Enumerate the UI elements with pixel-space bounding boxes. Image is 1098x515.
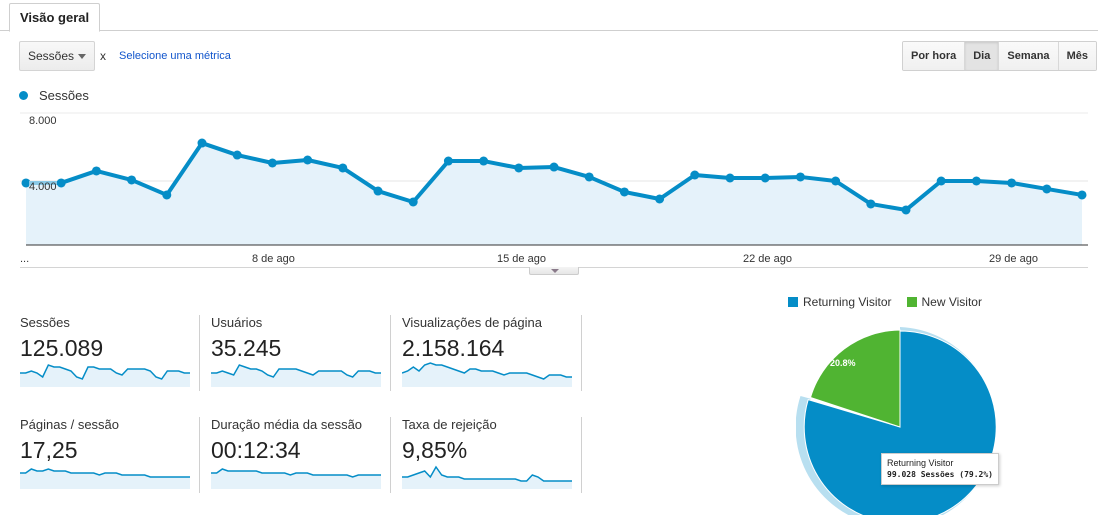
legend-returning-visitor[interactable]: Returning Visitor (788, 295, 892, 309)
legend-label: New Visitor (921, 295, 982, 309)
divider (581, 315, 582, 391)
tab-overview[interactable]: Visão geral (9, 3, 101, 32)
pie-legend: Returning Visitor New Visitor (788, 295, 997, 309)
data-point[interactable] (443, 156, 453, 166)
week-button[interactable]: Semana (998, 42, 1058, 70)
chart-legend: Sessões (19, 88, 89, 103)
legend-swatch-icon (906, 297, 917, 307)
data-point[interactable] (971, 176, 981, 186)
chevron-down-icon (78, 54, 86, 59)
data-point[interactable] (866, 199, 876, 209)
legend-swatch-icon (788, 297, 798, 307)
sparkline (20, 468, 190, 489)
legend-label: Sessões (39, 88, 89, 103)
legend-new-visitor[interactable]: New Visitor (906, 295, 982, 309)
sparkline (402, 362, 572, 387)
sessions-line-chart[interactable] (0, 100, 1098, 260)
select-metric-link[interactable]: Selecione uma métrica (119, 50, 231, 62)
data-point[interactable] (127, 175, 137, 185)
data-point[interactable] (619, 187, 629, 197)
scorecard-label: Usuários (211, 315, 263, 330)
visitor-type-pie-chart[interactable]: 20.8% (796, 322, 1006, 515)
sparkline (20, 364, 190, 387)
metric-select[interactable]: Sessões (19, 41, 95, 71)
hourly-button[interactable]: Por hora (903, 42, 965, 70)
pie-slice-label: 20.8% (830, 358, 856, 368)
scorecard-label: Sessões (20, 315, 70, 330)
scorecard-label: Páginas / sessão (20, 417, 120, 432)
x-tick-29-ago: 29 de ago (989, 253, 1038, 265)
x-tick-22-ago: 22 de ago (743, 253, 792, 265)
y-tick-8000: 8.000 (29, 115, 57, 127)
tooltip-value: 99.028 Sessões (79.2%) (887, 470, 993, 479)
scorecard-value: 125.089 (20, 335, 104, 361)
scorecard-label: Taxa de rejeição (402, 417, 497, 432)
data-point[interactable] (655, 194, 665, 204)
scorecard-users[interactable]: Usuários 35.245 (211, 315, 391, 393)
data-point[interactable] (267, 158, 277, 168)
pie-tooltip: Returning Visitor 99.028 Sessões (79.2%) (881, 453, 999, 485)
sparkline (211, 468, 381, 489)
scorecard-label: Duração média da sessão (211, 417, 363, 432)
divider (581, 417, 582, 493)
scorecard-value: 35.245 (211, 335, 282, 361)
scorecard-avg-session-duration[interactable]: Duração média da sessão 00:12:34 (211, 417, 391, 495)
data-point[interactable] (91, 166, 101, 176)
data-point[interactable] (901, 205, 911, 215)
x-tick-8-ago: 8 de ago (252, 253, 295, 265)
divider (390, 417, 391, 493)
data-point[interactable] (373, 186, 383, 196)
data-point[interactable] (197, 138, 207, 148)
divider (199, 315, 200, 391)
divider (199, 417, 200, 493)
scorecard-value: 00:12:34 (211, 437, 301, 463)
data-point[interactable] (232, 150, 242, 160)
data-point[interactable] (795, 172, 805, 182)
data-point[interactable] (725, 173, 735, 183)
scorecard-value: 9,85% (402, 437, 468, 463)
data-point[interactable] (21, 178, 31, 188)
data-point[interactable] (56, 178, 66, 188)
metric-select-value: Sessões (28, 49, 75, 63)
scorecard-pageviews[interactable]: Visualizações de página 2.158.164 (402, 315, 582, 393)
remove-metric-button[interactable]: x (100, 49, 106, 63)
data-point[interactable] (549, 162, 559, 172)
pie-slice-new-visitor[interactable] (809, 329, 901, 428)
x-tick-start: ... (20, 253, 30, 265)
data-point[interactable] (303, 155, 313, 165)
data-point[interactable] (584, 172, 594, 182)
data-point[interactable] (479, 156, 489, 166)
collapse-chart-toggle[interactable] (529, 267, 579, 275)
series-dot-icon (19, 91, 28, 100)
scorecard-pages-per-session[interactable]: Páginas / sessão 17,25 (20, 417, 200, 495)
data-point[interactable] (1077, 190, 1087, 200)
divider (390, 315, 391, 391)
tab-bar: Visão geral (0, 0, 1098, 32)
x-tick-15-ago: 15 de ago (497, 253, 546, 265)
tooltip-title: Returning Visitor (887, 458, 954, 468)
scorecard-sessions[interactable]: Sessões 125.089 (20, 315, 200, 393)
y-tick-4000: 4.000 (29, 181, 57, 193)
caret-down-icon (551, 269, 559, 273)
scorecard-value: 17,25 (20, 437, 78, 463)
data-point[interactable] (162, 190, 172, 200)
sparkline (402, 465, 572, 489)
granularity-toggle: Por hora Dia Semana Mês (902, 41, 1097, 71)
sparkline (211, 364, 381, 387)
data-point[interactable] (760, 173, 770, 183)
data-point[interactable] (936, 176, 946, 186)
data-point[interactable] (338, 163, 348, 173)
data-point[interactable] (408, 197, 418, 207)
scorecard-value: 2.158.164 (402, 335, 505, 361)
data-point[interactable] (831, 176, 841, 186)
scorecard-label: Visualizações de página (402, 315, 542, 330)
data-point[interactable] (1042, 184, 1052, 194)
month-button[interactable]: Mês (1057, 42, 1096, 70)
scorecard-bounce-rate[interactable]: Taxa de rejeição 9,85% (402, 417, 582, 495)
day-button[interactable]: Dia (964, 42, 999, 70)
data-point[interactable] (690, 170, 700, 180)
data-point[interactable] (514, 163, 524, 173)
legend-label: Returning Visitor (803, 295, 892, 309)
data-point[interactable] (1007, 178, 1017, 188)
